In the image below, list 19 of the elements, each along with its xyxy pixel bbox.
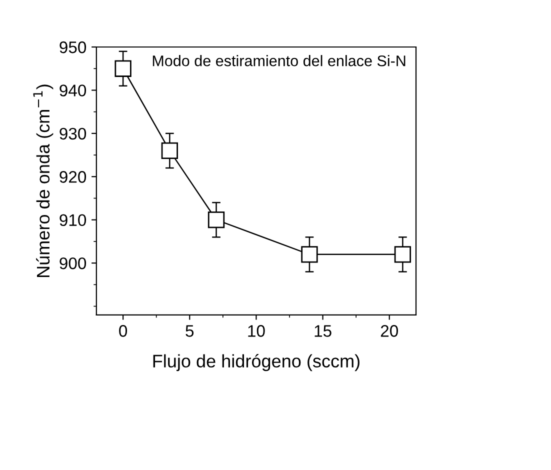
y-axis-title: Número de onda (cm$^{−1}$) (33, 84, 54, 277)
point (161, 142, 178, 160)
x-tick-label: 0 (119, 325, 128, 337)
x-tick-label: 15 (314, 325, 332, 337)
y-tick-label: 900 (60, 257, 86, 270)
x-tick-label: 20 (380, 325, 398, 337)
point (301, 246, 318, 263)
y-tick-label: 910 (60, 214, 86, 226)
point (208, 212, 225, 228)
x-tick-label: 5 (186, 325, 194, 337)
y-tick-label: 950 (60, 41, 86, 54)
annotation: Modo de estiramiento del enlace Si-N (152, 55, 406, 66)
point (114, 60, 132, 77)
y-tick-label: 940 (60, 84, 86, 96)
point (394, 246, 412, 263)
y-tick-label: 930 (60, 128, 86, 140)
y-tick-label: 920 (60, 171, 86, 183)
x-tick-label: 10 (248, 325, 265, 337)
x-axis-title: Flujo de hidrógeno (sccm) (153, 354, 360, 372)
